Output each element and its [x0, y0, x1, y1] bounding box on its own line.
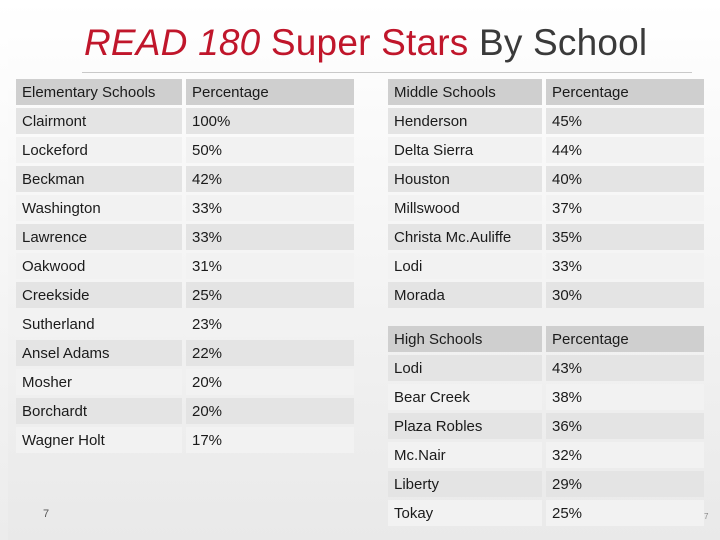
percentage-cell: 35%: [546, 224, 704, 250]
table-row: Millswood 37%: [388, 195, 704, 221]
percentage-cell: 33%: [186, 195, 354, 221]
elementary-schools-table: Elementary Schools Percentage Clairmont 1…: [16, 76, 354, 456]
percentage-cell: 30%: [546, 282, 704, 308]
percentage-cell: 23%: [186, 311, 354, 337]
percentage-cell: 31%: [186, 253, 354, 279]
school-name-cell: Bear Creek: [388, 384, 542, 410]
percentage-cell: 44%: [546, 137, 704, 163]
school-name-cell: Lodi: [388, 253, 542, 279]
title-by-school: By School: [468, 22, 648, 63]
school-name-cell: Beckman: [16, 166, 182, 192]
school-name-cell: Lodi: [388, 355, 542, 381]
percentage-cell: 20%: [186, 369, 354, 395]
school-name-cell: Tokay: [388, 500, 542, 526]
percentage-cell: 20%: [186, 398, 354, 424]
column-header-school: High Schools: [388, 326, 542, 352]
percentage-cell: 43%: [546, 355, 704, 381]
school-name-cell: Liberty: [388, 471, 542, 497]
table-row: Sutherland 23%: [16, 311, 354, 337]
slide-title: READ 180 Super Stars By School: [84, 22, 647, 64]
school-name-cell: Borchardt: [16, 398, 182, 424]
school-name-cell: Houston: [388, 166, 542, 192]
table-row: Ansel Adams 22%: [16, 340, 354, 366]
column-header-school: Middle Schools: [388, 79, 542, 105]
table-row: Delta Sierra 44%: [388, 137, 704, 163]
percentage-cell: 45%: [546, 108, 704, 134]
table-row: Beckman 42%: [16, 166, 354, 192]
percentage-cell: 37%: [546, 195, 704, 221]
school-name-cell: Plaza Robles: [388, 413, 542, 439]
column-header-percentage: Percentage: [546, 79, 704, 105]
percentage-cell: 33%: [186, 224, 354, 250]
column-header-percentage: Percentage: [186, 79, 354, 105]
elementary-rows: Clairmont 100% Lockeford 50% Beckman 42% Washi…: [16, 108, 354, 453]
high-rows: Lodi 43% Bear Creek 38% Plaza Robles 36% Mc.Na…: [388, 355, 704, 526]
table-row: Oakwood 31%: [16, 253, 354, 279]
percentage-cell: 36%: [546, 413, 704, 439]
table-row: Bear Creek 38%: [388, 384, 704, 410]
school-name-cell: Ansel Adams: [16, 340, 182, 366]
table-row: Houston 40%: [388, 166, 704, 192]
table-row: Plaza Robles 36%: [388, 413, 704, 439]
table-row: Christa Mc.Auliffe 35%: [388, 224, 704, 250]
school-name-cell: Clairmont: [16, 108, 182, 134]
percentage-cell: 17%: [186, 427, 354, 453]
percentage-cell: 22%: [186, 340, 354, 366]
percentage-cell: 29%: [546, 471, 704, 497]
school-name-cell: Oakwood: [16, 253, 182, 279]
school-name-cell: Wagner Holt: [16, 427, 182, 453]
slide-left-edge: [0, 0, 8, 540]
percentage-cell: 50%: [186, 137, 354, 163]
table-row: Wagner Holt 17%: [16, 427, 354, 453]
table-row: Lodi 33%: [388, 253, 704, 279]
percentage-cell: 32%: [546, 442, 704, 468]
table-row: Mosher 20%: [16, 369, 354, 395]
school-name-cell: Morada: [388, 282, 542, 308]
table-row: Liberty 29%: [388, 471, 704, 497]
table-row: Morada 30%: [388, 282, 704, 308]
title-super-stars: Super Stars: [260, 22, 469, 63]
table-row: Washington 33%: [16, 195, 354, 221]
table-row: Henderson 45%: [388, 108, 704, 134]
page-number-corner: 7: [704, 512, 709, 521]
table-row: Lawrence 33%: [16, 224, 354, 250]
table-row: Lodi 43%: [388, 355, 704, 381]
column-header-percentage: Percentage: [546, 326, 704, 352]
school-name-cell: Sutherland: [16, 311, 182, 337]
school-name-cell: Delta Sierra: [388, 137, 542, 163]
school-name-cell: Lawrence: [16, 224, 182, 250]
school-name-cell: Christa Mc.Auliffe: [388, 224, 542, 250]
school-name-cell: Lockeford: [16, 137, 182, 163]
school-name-cell: Millswood: [388, 195, 542, 221]
table-row: Tokay 25%: [388, 500, 704, 526]
percentage-cell: 33%: [546, 253, 704, 279]
table-row: Creekside 25%: [16, 282, 354, 308]
percentage-cell: 25%: [186, 282, 354, 308]
table-header-row: High Schools Percentage: [388, 326, 704, 352]
school-name-cell: Mosher: [16, 369, 182, 395]
school-name-cell: Henderson: [388, 108, 542, 134]
table-row: Clairmont 100%: [16, 108, 354, 134]
school-name-cell: Washington: [16, 195, 182, 221]
high-schools-table: High Schools Percentage Lodi 43% Bear Cree…: [388, 323, 704, 529]
percentage-cell: 42%: [186, 166, 354, 192]
school-name-cell: Creekside: [16, 282, 182, 308]
school-name-cell: Mc.Nair: [388, 442, 542, 468]
table-row: Borchardt 20%: [16, 398, 354, 424]
table-header-row: Elementary Schools Percentage: [16, 79, 354, 105]
page-number: 7: [43, 508, 50, 520]
percentage-cell: 40%: [546, 166, 704, 192]
table-row: Mc.Nair 32%: [388, 442, 704, 468]
title-program-name: READ 180: [84, 22, 261, 63]
title-divider: [82, 72, 692, 73]
middle-schools-table: Middle Schools Percentage Henderson 45% De…: [388, 76, 704, 311]
table-header-row: Middle Schools Percentage: [388, 79, 704, 105]
percentage-cell: 25%: [546, 500, 704, 526]
middle-rows: Henderson 45% Delta Sierra 44% Houston 40% Mil…: [388, 108, 704, 308]
column-header-school: Elementary Schools: [16, 79, 182, 105]
table-row: Lockeford 50%: [16, 137, 354, 163]
percentage-cell: 100%: [186, 108, 354, 134]
percentage-cell: 38%: [546, 384, 704, 410]
